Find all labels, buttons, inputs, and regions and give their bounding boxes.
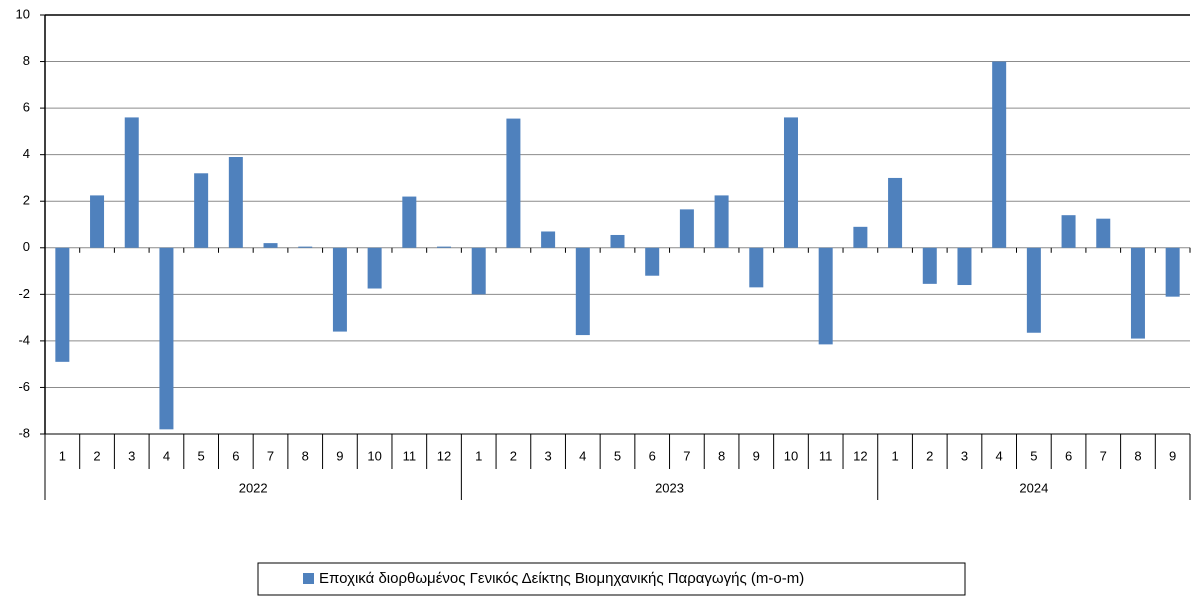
x-tick-label: 7 <box>267 448 274 463</box>
y-tick-label: -4 <box>18 332 30 347</box>
bar <box>575 247 590 336</box>
x-tick-label: 8 <box>302 448 309 463</box>
y-tick-label: 10 <box>16 6 30 21</box>
x-tick-label: 5 <box>1030 448 1037 463</box>
x-tick-label: 9 <box>753 448 760 463</box>
bar <box>1130 247 1145 339</box>
x-tick-label: 12 <box>853 448 867 463</box>
bar <box>1061 215 1076 248</box>
x-tick-label: 4 <box>163 448 170 463</box>
x-tick-label: 5 <box>614 448 621 463</box>
x-tick-label: 11 <box>403 448 417 463</box>
x-tick-label: 1 <box>475 448 482 463</box>
x-tick-label: 3 <box>961 448 968 463</box>
x-tick-label: 2 <box>510 448 517 463</box>
y-tick-label: 8 <box>23 53 30 68</box>
bar <box>437 246 452 248</box>
legend-box <box>257 562 966 596</box>
x-tick-label: 1 <box>59 448 66 463</box>
bar <box>55 247 70 362</box>
bar <box>471 247 486 295</box>
bar <box>332 247 347 332</box>
x-tick-label: 2 <box>926 448 933 463</box>
x-tick-label: 9 <box>1169 448 1176 463</box>
x-tick-label: 5 <box>198 448 205 463</box>
x-tick-label: 3 <box>128 448 135 463</box>
bar <box>541 231 556 248</box>
x-tick-label: 12 <box>437 448 451 463</box>
bar <box>957 247 972 286</box>
bar <box>645 247 660 276</box>
bar <box>818 247 833 345</box>
bar <box>714 195 729 248</box>
x-tick-label: 8 <box>1134 448 1141 463</box>
y-tick-label: -6 <box>18 379 30 394</box>
bar <box>90 195 105 248</box>
x-tick-label: 10 <box>367 448 381 463</box>
y-tick-label: 6 <box>23 100 30 115</box>
x-tick-label: 7 <box>683 448 690 463</box>
legend-marker <box>303 573 314 584</box>
bar <box>888 177 903 248</box>
y-tick-label: -8 <box>18 425 30 440</box>
bar <box>853 226 868 248</box>
bar <box>402 196 417 248</box>
x-tick-label: 7 <box>1100 448 1107 463</box>
bar <box>749 247 764 288</box>
bar <box>298 246 313 248</box>
x-tick-label: 6 <box>649 448 656 463</box>
group-label: 2023 <box>655 480 684 495</box>
bar <box>228 156 243 248</box>
bar <box>124 117 139 248</box>
bar <box>194 173 209 248</box>
x-tick-label: 6 <box>232 448 239 463</box>
bar <box>922 247 937 284</box>
bar <box>1096 218 1111 248</box>
bar <box>992 61 1007 248</box>
bar <box>506 118 521 248</box>
bar <box>679 209 694 248</box>
bar <box>159 247 174 430</box>
y-tick-label: 0 <box>23 239 30 254</box>
bar <box>1165 247 1180 297</box>
y-tick-label: -2 <box>18 286 30 301</box>
x-tick-label: 2 <box>93 448 100 463</box>
x-tick-label: 10 <box>784 448 798 463</box>
bar <box>367 247 382 289</box>
x-tick-label: 1 <box>891 448 898 463</box>
x-tick-label: 9 <box>336 448 343 463</box>
bar <box>263 243 278 248</box>
y-tick-label: 4 <box>23 146 30 161</box>
legend-label: Εποχικά διορθωμένος Γενικός Δείκτης Βιομ… <box>319 570 804 587</box>
bar <box>610 234 625 248</box>
group-label: 2024 <box>1019 480 1048 495</box>
x-tick-label: 6 <box>1065 448 1072 463</box>
group-label: 2022 <box>239 480 268 495</box>
x-tick-label: 3 <box>544 448 551 463</box>
bar <box>783 117 798 248</box>
x-tick-label: 11 <box>819 448 833 463</box>
x-tick-label: 4 <box>579 448 586 463</box>
bar <box>1026 247 1041 333</box>
y-tick-label: 2 <box>23 193 30 208</box>
x-tick-label: 4 <box>996 448 1003 463</box>
x-tick-label: 8 <box>718 448 725 463</box>
